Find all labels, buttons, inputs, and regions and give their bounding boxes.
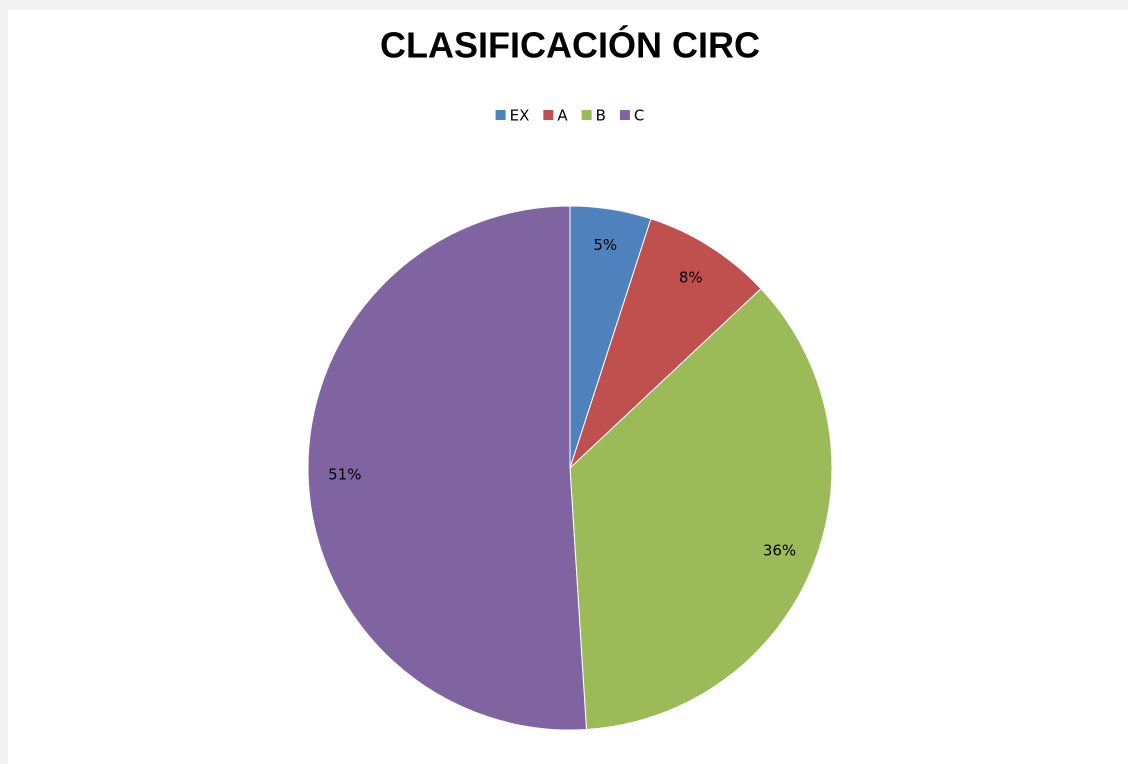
legend-swatch [581,110,592,120]
pie-slice [307,205,587,731]
legend-label: A [557,107,568,125]
data-label: 51% [328,466,361,484]
pie-slice [569,287,833,731]
data-label: 8% [679,268,703,286]
legend-swatch [543,110,554,120]
pie-slice [569,218,762,469]
legend-swatch [619,110,630,120]
chart-title: CLASIFICACIÓN CIRC [380,24,760,66]
legend-label: C [634,107,644,125]
legend-swatch [495,110,506,120]
data-label: 36% [763,541,796,559]
legend-label: B [596,107,606,125]
legend-label: EX [510,107,530,125]
legend: EX A B C [495,107,644,125]
data-label: 5% [593,236,617,254]
